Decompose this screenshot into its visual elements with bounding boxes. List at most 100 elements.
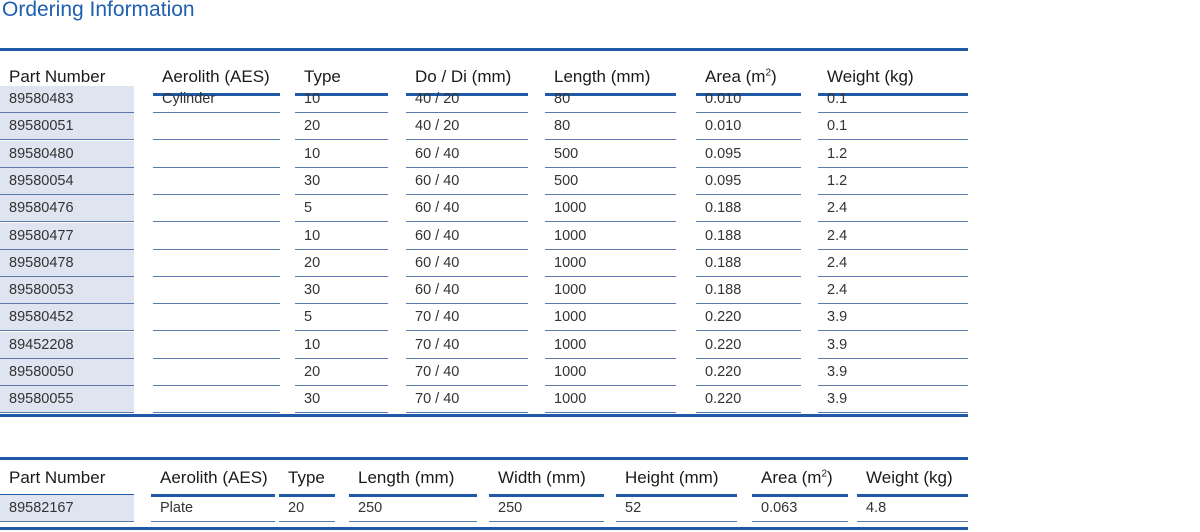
cell-weight: 3.9 bbox=[818, 359, 968, 386]
cell-height: 52 bbox=[616, 495, 737, 522]
cell-aerolith bbox=[153, 277, 280, 305]
header-do-di: Do / Di (mm) bbox=[406, 59, 528, 96]
table-row: 89580476 5 60 / 40 1000 0.188 2.4 bbox=[0, 195, 968, 223]
cell-do-di: 60 / 40 bbox=[406, 141, 528, 168]
table-row: 89580055 30 70 / 40 1000 0.220 3.9 bbox=[0, 386, 968, 414]
cell-weight: 1.2 bbox=[818, 168, 968, 195]
table-row: 89580478 20 60 / 40 1000 0.188 2.4 bbox=[0, 249, 968, 277]
header-type: Type bbox=[295, 59, 388, 96]
cell-aerolith bbox=[153, 113, 280, 141]
cell-aerolith bbox=[153, 250, 280, 277]
cell-area: 0.220 bbox=[696, 332, 801, 359]
cell-weight: 2.4 bbox=[818, 250, 968, 277]
cell-area: 0.188 bbox=[696, 223, 801, 250]
cell-area: 0.220 bbox=[696, 304, 801, 332]
cell-length: 1000 bbox=[545, 250, 676, 277]
cell-area: 0.095 bbox=[696, 141, 801, 168]
cell-weight: 0.1 bbox=[818, 86, 968, 113]
cell-do-di: 40 / 20 bbox=[406, 113, 528, 141]
cell-length: 1000 bbox=[545, 304, 676, 332]
cell-type: 5 bbox=[295, 195, 388, 223]
cell-aerolith: Plate bbox=[151, 495, 275, 522]
table-bottom-rule bbox=[0, 527, 968, 530]
cell-weight: 3.9 bbox=[818, 304, 968, 332]
cell-weight: 4.8 bbox=[857, 495, 968, 522]
cell-part-number: 89580476 bbox=[0, 195, 134, 223]
cell-do-di: 70 / 40 bbox=[406, 304, 528, 332]
cell-do-di: 70 / 40 bbox=[406, 386, 528, 414]
cell-length: 80 bbox=[545, 86, 676, 113]
cell-length: 1000 bbox=[545, 277, 676, 305]
cell-part-number: 89580452 bbox=[0, 304, 134, 332]
area-superscript: 2 bbox=[765, 67, 772, 79]
cell-part-number: 89582167 bbox=[0, 495, 134, 522]
cell-type: 10 bbox=[295, 223, 388, 250]
cell-do-di: 60 / 40 bbox=[406, 168, 528, 195]
cell-weight: 2.4 bbox=[818, 277, 968, 305]
cell-part-number: 89580054 bbox=[0, 167, 134, 195]
table-bottom-rule bbox=[0, 414, 968, 417]
header-length: Length (mm) bbox=[545, 59, 676, 96]
header-area: Area (m2) bbox=[696, 59, 801, 96]
cell-part-number: 89452208 bbox=[0, 331, 134, 359]
cell-part-number: 89580050 bbox=[0, 359, 134, 386]
table-row: 89580480 10 60 / 40 500 0.095 1.2 bbox=[0, 140, 968, 168]
cell-area: 0.188 bbox=[696, 277, 801, 305]
header-width: Width (mm) bbox=[489, 460, 604, 497]
cell-aerolith bbox=[153, 359, 280, 386]
cell-weight: 3.9 bbox=[818, 332, 968, 359]
cell-weight: 2.4 bbox=[818, 223, 968, 250]
cell-length: 1000 bbox=[545, 386, 676, 414]
cell-type: 20 bbox=[295, 359, 388, 386]
header-type: Type bbox=[279, 460, 335, 497]
cell-do-di: 60 / 40 bbox=[406, 195, 528, 223]
table-row: 89580050 20 70 / 40 1000 0.220 3.9 bbox=[0, 359, 968, 386]
cell-area: 0.010 bbox=[696, 86, 801, 113]
cell-area: 0.220 bbox=[696, 386, 801, 414]
cell-type: 20 bbox=[279, 495, 335, 522]
cell-length: 1000 bbox=[545, 359, 676, 386]
cell-weight: 1.2 bbox=[818, 141, 968, 168]
cell-type: 30 bbox=[295, 277, 388, 305]
table-row: 89580053 30 60 / 40 1000 0.188 2.4 bbox=[0, 277, 968, 305]
cell-part-number: 89580483 bbox=[0, 86, 134, 113]
cell-length: 500 bbox=[545, 141, 676, 168]
cell-area: 0.095 bbox=[696, 168, 801, 195]
cell-length: 80 bbox=[545, 113, 676, 141]
cell-aerolith: Cylinder bbox=[153, 86, 280, 113]
cell-type: 20 bbox=[295, 113, 388, 141]
cell-type: 10 bbox=[295, 86, 388, 113]
cell-part-number: 89580478 bbox=[0, 249, 134, 277]
cell-part-number: 89580477 bbox=[0, 222, 134, 250]
cell-area: 0.220 bbox=[696, 359, 801, 386]
header-aerolith: Aerolith (AES) bbox=[153, 59, 280, 96]
cell-aerolith bbox=[153, 332, 280, 359]
cell-type: 20 bbox=[295, 250, 388, 277]
cell-weight: 3.9 bbox=[818, 386, 968, 414]
cell-area: 0.063 bbox=[752, 495, 848, 522]
cell-weight: 2.4 bbox=[818, 195, 968, 223]
cell-aerolith bbox=[153, 304, 280, 332]
header-weight: Weight (kg) bbox=[818, 59, 968, 96]
cell-length: 250 bbox=[349, 495, 477, 522]
table-row: 89580483 Cylinder 10 40 / 20 80 0.010 0.1 bbox=[0, 86, 968, 113]
cell-aerolith bbox=[153, 195, 280, 223]
table-top-rule bbox=[0, 457, 968, 460]
cell-aerolith bbox=[153, 141, 280, 168]
cell-type: 5 bbox=[295, 304, 388, 332]
cell-type: 30 bbox=[295, 386, 388, 414]
header-aerolith: Aerolith (AES) bbox=[151, 460, 275, 497]
cell-do-di: 70 / 40 bbox=[406, 359, 528, 386]
page-title: Ordering Information bbox=[2, 0, 195, 21]
cell-do-di: 60 / 40 bbox=[406, 277, 528, 305]
header-part-number: Part Number bbox=[0, 460, 134, 497]
cell-part-number: 89580053 bbox=[0, 277, 134, 305]
cell-weight: 0.1 bbox=[818, 113, 968, 141]
header-height: Height (mm) bbox=[616, 460, 737, 497]
cell-type: 10 bbox=[295, 141, 388, 168]
header-area: Area (m2) bbox=[752, 460, 848, 497]
cell-aerolith bbox=[153, 386, 280, 414]
cell-area: 0.188 bbox=[696, 250, 801, 277]
cell-do-di: 60 / 40 bbox=[406, 223, 528, 250]
cell-width: 250 bbox=[489, 495, 604, 522]
